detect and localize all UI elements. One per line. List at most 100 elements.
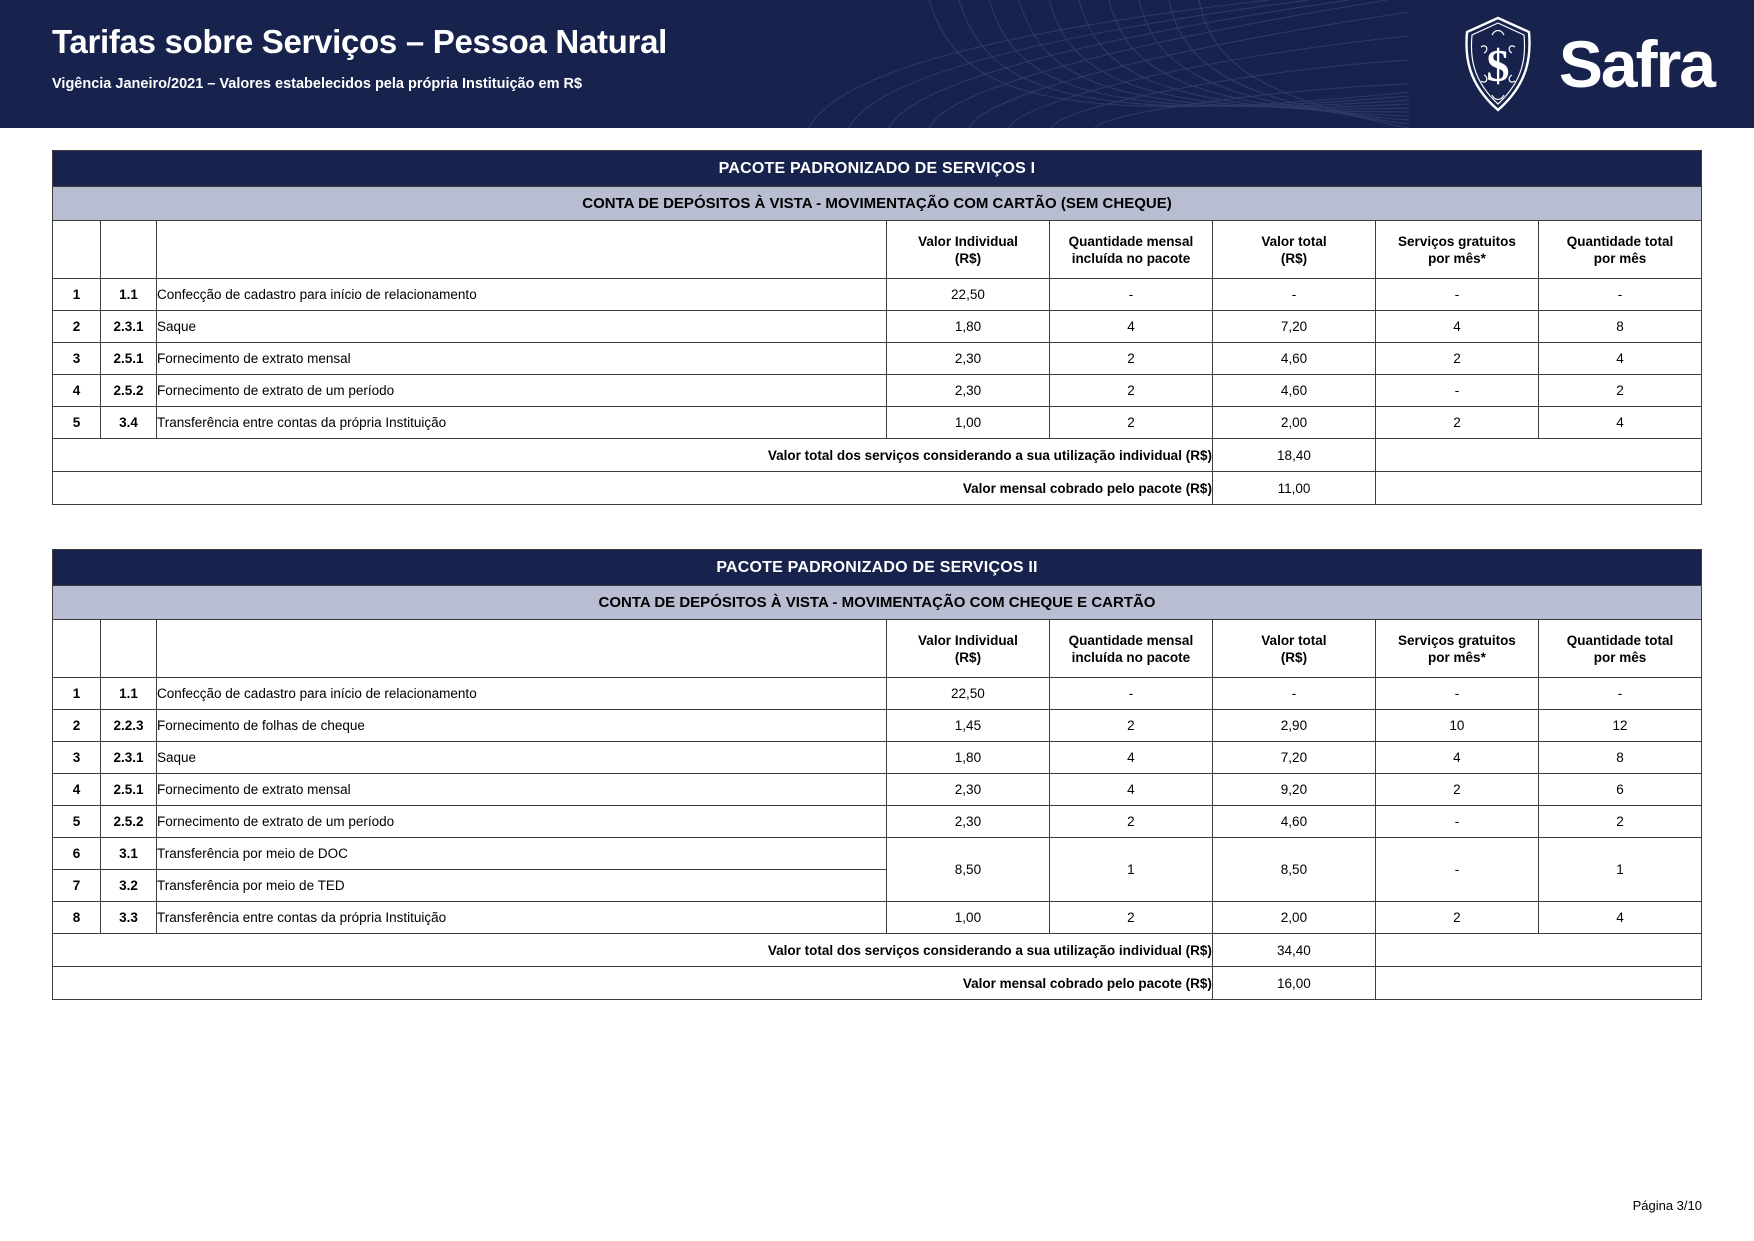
column-header-row: Valor Individual (R$) Quantidade mensal … bbox=[52, 220, 1703, 279]
row-valor-individual: 8,50 bbox=[885, 837, 1050, 902]
total-row-spacer bbox=[1374, 933, 1703, 967]
row-valor-individual: 2,30 bbox=[885, 374, 1050, 407]
table-band-title-row: PACOTE PADRONIZADO DE SERVIÇOS II bbox=[52, 549, 1702, 586]
table-row: 1 1.1 Confecção de cadastro para início … bbox=[52, 677, 1703, 710]
total-value-utilizacao-individual: 18,40 bbox=[1211, 438, 1376, 472]
row-valor-total: 7,20 bbox=[1211, 741, 1376, 774]
total-label-utilizacao-individual: Valor total dos serviços considerando a … bbox=[52, 438, 1213, 472]
row-valor-total: - bbox=[1211, 278, 1376, 311]
row-valor-total: 8,50 bbox=[1211, 837, 1376, 902]
row-quantidade-mensal: 2 bbox=[1048, 342, 1213, 375]
col-header-servicos-gratuitos: Serviços gratuitos por mês* bbox=[1374, 220, 1539, 279]
row-description: Confecção de cadastro para início de rel… bbox=[156, 677, 887, 710]
row-quantidade-mensal: - bbox=[1048, 677, 1213, 710]
row-quantidade-mensal: 2 bbox=[1048, 374, 1213, 407]
row-valor-individual: 2,30 bbox=[885, 773, 1050, 806]
row-quantidade-mensal: 2 bbox=[1048, 709, 1213, 742]
col-header-quantidade-mensal: Quantidade mensal incluída no pacote bbox=[1048, 619, 1213, 678]
row-quantidade-total: 2 bbox=[1537, 805, 1703, 838]
col-header-valor-total-line1: Valor total bbox=[1261, 632, 1327, 648]
total-value-mensal-pacote: 11,00 bbox=[1211, 471, 1376, 505]
col-header-quantidade-mensal-line2: incluída no pacote bbox=[1071, 250, 1191, 266]
col-header-servicos-gratuitos-line1: Serviços gratuitos bbox=[1398, 233, 1516, 249]
header-text-block: Tarifas sobre Serviços – Pessoa Natural … bbox=[52, 22, 667, 94]
pacote-i-table: PACOTE PADRONIZADO DE SERVIÇOS I CONTA D… bbox=[52, 150, 1703, 505]
row-valor-individual: 1,00 bbox=[885, 901, 1050, 934]
page-title: Tarifas sobre Serviços – Pessoa Natural bbox=[52, 23, 667, 60]
col-header-valor-total-line2: (R$) bbox=[1280, 250, 1308, 266]
col-header-quantidade-mensal-line1: Quantidade mensal bbox=[1068, 233, 1194, 249]
row-servicos-gratuitos: 2 bbox=[1374, 406, 1539, 439]
row-valor-total: 4,60 bbox=[1211, 805, 1376, 838]
col-header-quantidade-mensal: Quantidade mensal incluída no pacote bbox=[1048, 220, 1213, 279]
row-index: 3 bbox=[52, 741, 101, 774]
row-valor-individual: 22,50 bbox=[885, 677, 1050, 710]
row-valor-individual: 1,80 bbox=[885, 741, 1050, 774]
col-header-quantidade-total: Quantidade total por mês bbox=[1537, 619, 1703, 678]
row-code: 2.2.3 bbox=[100, 709, 157, 742]
row-index: 2 bbox=[52, 709, 101, 742]
col-header-description bbox=[156, 619, 887, 678]
document-body: PACOTE PADRONIZADO DE SERVIÇOS I CONTA D… bbox=[0, 128, 1754, 1000]
col-header-valor-individual: Valor Individual (R$) bbox=[885, 220, 1050, 279]
col-header-quantidade-total-line1: Quantidade total bbox=[1566, 233, 1674, 249]
col-header-valor-individual-line2: (R$) bbox=[954, 649, 982, 665]
col-header-valor-total: Valor total (R$) bbox=[1211, 619, 1376, 678]
svg-text:$: $ bbox=[1486, 40, 1509, 91]
page-number: Página 3/10 bbox=[1632, 1198, 1702, 1213]
row-servicos-gratuitos: - bbox=[1374, 278, 1539, 311]
row-servicos-gratuitos: - bbox=[1374, 374, 1539, 407]
row-code: 3.4 bbox=[100, 406, 157, 439]
row-valor-total: 2,90 bbox=[1211, 709, 1376, 742]
col-header-valor-individual-line1: Valor Individual bbox=[918, 632, 1018, 648]
table-band-subtitle-row: CONTA DE DEPÓSITOS À VISTA - MOVIMENTAÇÃ… bbox=[52, 186, 1702, 221]
col-header-servicos-gratuitos-line2: por mês* bbox=[1428, 649, 1486, 665]
row-index: 8 bbox=[52, 901, 101, 934]
col-header-valor-individual-line2: (R$) bbox=[954, 250, 982, 266]
row-quantidade-mensal: 2 bbox=[1048, 406, 1213, 439]
row-code: 2.5.2 bbox=[100, 805, 157, 838]
row-code: 2.3.1 bbox=[100, 741, 157, 774]
table-band-title-row: PACOTE PADRONIZADO DE SERVIÇOS I bbox=[52, 150, 1702, 187]
row-description: Confecção de cadastro para início de rel… bbox=[156, 278, 887, 311]
row-valor-total: 2,00 bbox=[1211, 406, 1376, 439]
table-row: 5 2.5.2 Fornecimento de extrato de um pe… bbox=[52, 805, 1703, 838]
col-header-code bbox=[100, 619, 157, 678]
row-code: 3.3 bbox=[100, 901, 157, 934]
total-row-spacer bbox=[1374, 438, 1703, 472]
total-value-mensal-pacote: 16,00 bbox=[1211, 966, 1376, 1000]
row-index: 4 bbox=[52, 773, 101, 806]
row-servicos-gratuitos: 2 bbox=[1374, 901, 1539, 934]
table-row: 1 1.1 Confecção de cadastro para início … bbox=[52, 278, 1703, 311]
row-servicos-gratuitos: 2 bbox=[1374, 773, 1539, 806]
row-valor-total: 2,00 bbox=[1211, 901, 1376, 934]
row-valor-individual: 1,00 bbox=[885, 406, 1050, 439]
col-header-servicos-gratuitos-line2: por mês* bbox=[1428, 250, 1486, 266]
safra-shield-crest-icon: $ bbox=[1465, 16, 1531, 112]
row-servicos-gratuitos: - bbox=[1374, 837, 1539, 902]
col-header-valor-total-line1: Valor total bbox=[1261, 233, 1327, 249]
row-quantidade-total: 4 bbox=[1537, 901, 1703, 934]
col-header-quantidade-mensal-line1: Quantidade mensal bbox=[1068, 632, 1194, 648]
col-header-quantidade-mensal-line2: incluída no pacote bbox=[1071, 649, 1191, 665]
row-valor-individual: 1,45 bbox=[885, 709, 1050, 742]
pacote-i-title: PACOTE PADRONIZADO DE SERVIÇOS I bbox=[52, 150, 1702, 187]
row-description: Saque bbox=[156, 310, 887, 343]
row-quantidade-total: 2 bbox=[1537, 374, 1703, 407]
row-index: 6 bbox=[52, 837, 101, 870]
col-header-quantidade-total-line1: Quantidade total bbox=[1566, 632, 1674, 648]
row-index: 3 bbox=[52, 342, 101, 375]
column-header-row: Valor Individual (R$) Quantidade mensal … bbox=[52, 619, 1703, 678]
col-header-index bbox=[52, 619, 101, 678]
row-code: 1.1 bbox=[100, 278, 157, 311]
row-index: 5 bbox=[52, 805, 101, 838]
row-description: Fornecimento de extrato mensal bbox=[156, 342, 887, 375]
row-valor-total: 7,20 bbox=[1211, 310, 1376, 343]
row-servicos-gratuitos: 2 bbox=[1374, 342, 1539, 375]
page-header: Tarifas sobre Serviços – Pessoa Natural … bbox=[0, 0, 1754, 128]
table-total-row: Valor mensal cobrado pelo pacote (R$) 11… bbox=[52, 471, 1703, 505]
row-quantidade-total: 8 bbox=[1537, 741, 1703, 774]
col-header-quantidade-total: Quantidade total por mês bbox=[1537, 220, 1703, 279]
row-valor-total: - bbox=[1211, 677, 1376, 710]
row-valor-individual: 1,80 bbox=[885, 310, 1050, 343]
